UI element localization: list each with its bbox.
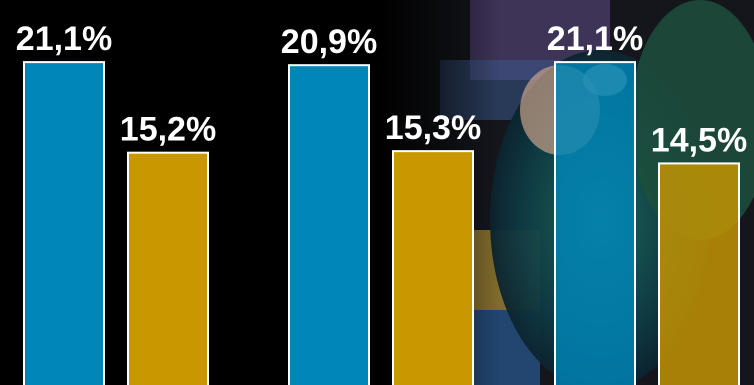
data-label-series2-group2: 15,3%	[385, 109, 481, 147]
data-label-series1-group3: 21,1%	[547, 20, 643, 58]
data-label-series2-group1: 15,2%	[120, 111, 216, 149]
bar-series1-group2	[288, 64, 370, 385]
bar-series1-group1	[23, 61, 105, 385]
labels-layer: 21,1% 20,9% 21,1% 15,2% 15,3% 14,5%	[16, 20, 747, 159]
bars-layer	[23, 61, 740, 385]
data-label-series1-group1: 21,1%	[16, 20, 112, 58]
bar-series2-group1	[127, 151, 209, 385]
bar-series2-group3	[658, 162, 740, 385]
data-label-series1-group2: 20,9%	[281, 23, 377, 61]
bar-series2-group2	[392, 150, 474, 385]
data-label-series2-group3: 14,5%	[651, 121, 747, 159]
bar-series1-group3	[554, 61, 636, 385]
